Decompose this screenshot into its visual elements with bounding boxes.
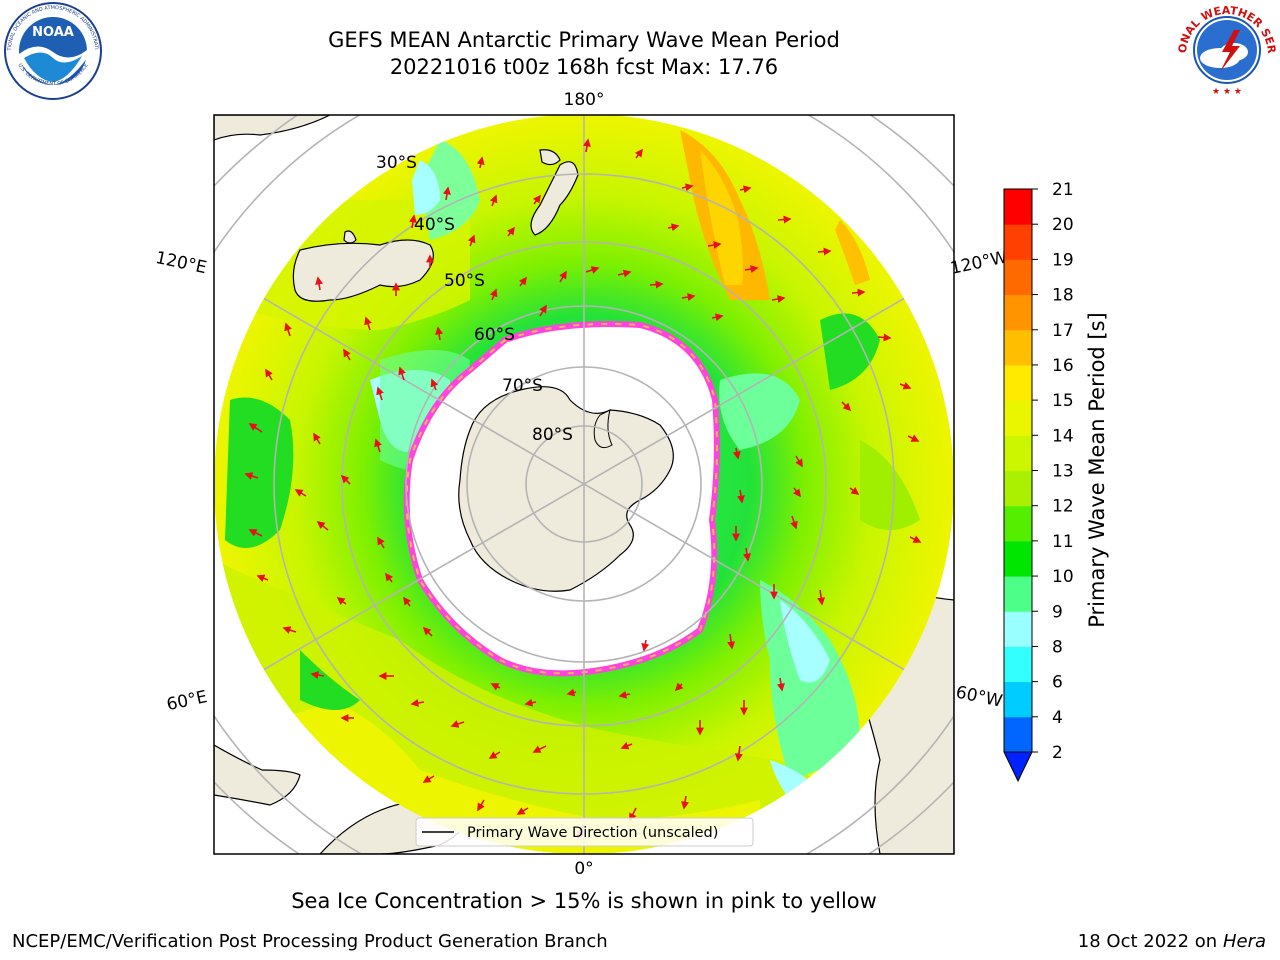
colorbar-tick-label: 14	[1052, 426, 1074, 446]
colorbar-tick-label: 17	[1052, 321, 1074, 341]
colorbar-segment	[1004, 681, 1032, 718]
colorbar-extend-min	[1003, 751, 1033, 783]
noaa-logo: NOAA NATIONAL OCEANIC AND ATMOSPHERIC AD…	[2, 2, 102, 100]
colorbar-tick-label: 6	[1052, 673, 1063, 693]
colorbar-tick-label: 15	[1052, 391, 1074, 411]
colorbar-tick-label: 18	[1052, 286, 1074, 306]
colorbar-segment	[1004, 540, 1032, 577]
lat-label-40s: 40°S	[414, 215, 455, 235]
lat-label-70s: 70°S	[502, 376, 543, 396]
colorbar-segment	[1004, 611, 1032, 647]
footer-date: 18 Oct 2022 on Hera	[1077, 931, 1266, 952]
lon-label-0: 0°	[574, 859, 593, 879]
colorbar-segment	[1004, 716, 1032, 753]
colorbar-tick-label: 13	[1052, 462, 1074, 482]
colorbar-segment	[1004, 435, 1032, 471]
colorbar-tick-label: 20	[1052, 215, 1074, 235]
colorbar-tick-label: 12	[1052, 497, 1074, 517]
map-legend: Primary Wave Direction (unscaled)	[415, 817, 754, 847]
lon-label-180: 180°	[564, 90, 605, 110]
colorbar-tick-label: 9	[1052, 602, 1063, 622]
nws-logo: NATIONAL WEATHER SERVICE ★ ★ ★	[1176, 0, 1278, 97]
map-title: GEFS MEAN Antarctic Primary Wave Mean Pe…	[328, 28, 840, 52]
latitude-labels: 30°S 40°S 50°S 60°S 70°S 80°S	[376, 153, 573, 445]
colorbar-segment	[1004, 470, 1032, 507]
lat-label-30s: 30°S	[376, 153, 417, 173]
lon-label-120w: 120°W	[949, 247, 1010, 279]
colorbar-tick-label: 2	[1052, 743, 1063, 763]
noaa-logo-text: NOAA	[32, 25, 74, 40]
colorbar-tick-label: 4	[1052, 708, 1063, 728]
colorbar-tick-label: 16	[1052, 356, 1074, 376]
sea-ice-caption: Sea Ice Concentration > 15% is shown in …	[291, 889, 877, 913]
lon-label-60w: 60°W	[954, 682, 1004, 711]
colorbar-segment	[1004, 189, 1032, 225]
colorbar-segment	[1004, 329, 1032, 366]
colorbar-segment	[1004, 646, 1032, 683]
lat-label-60s: 60°S	[474, 325, 515, 345]
colorbar-segment	[1004, 400, 1032, 436]
colorbar-label: Primary Wave Mean Period [s]	[1085, 312, 1109, 628]
colorbar-tick-label: 10	[1052, 567, 1074, 587]
lat-label-50s: 50°S	[444, 271, 485, 291]
footer-credit: NCEP/EMC/Verification Post Processing Pr…	[12, 931, 608, 952]
colorbar-segment	[1004, 505, 1032, 542]
lon-label-60e: 60°E	[165, 687, 209, 715]
colorbar-segment	[1004, 294, 1032, 331]
graticule-outer	[214, 115, 954, 854]
wave-period-field	[214, 115, 954, 854]
wave-direction-arrows	[244, 138, 922, 840]
colorbar-tick-label: 19	[1052, 250, 1074, 270]
colorbar-tick-label: 8	[1052, 637, 1063, 657]
legend-label: Primary Wave Direction (unscaled)	[467, 825, 718, 841]
map-subtitle: 20221016 t00z 168h fcst Max: 17.76	[389, 55, 779, 79]
colorbar-segment	[1004, 576, 1032, 612]
graticule	[214, 115, 954, 854]
lon-label-120e: 120°E	[154, 248, 209, 278]
svg-text:★ ★ ★: ★ ★ ★	[1212, 87, 1242, 97]
colorbar-segment	[1004, 224, 1032, 260]
lat-label-80s: 80°S	[532, 425, 573, 445]
footer-host: Hera	[1222, 931, 1266, 952]
colorbar-tick-label: 11	[1052, 532, 1074, 552]
colorbar-segment	[1004, 364, 1032, 401]
colorbar: 2 4 6 8 9 10 11 12 13 14 15 16 17 18 19 20 21 Primary Wa…	[1003, 180, 1109, 783]
colorbar-segment	[1004, 259, 1032, 296]
colorbar-tick-label: 21	[1052, 180, 1074, 200]
